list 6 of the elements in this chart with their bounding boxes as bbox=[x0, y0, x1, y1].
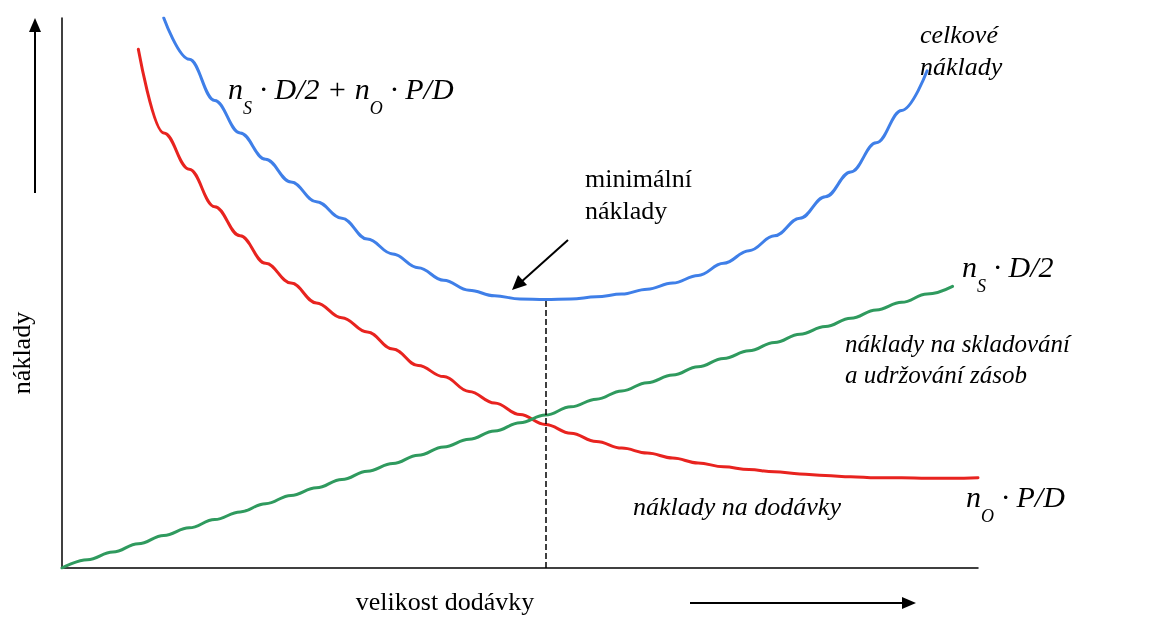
x-axis-title: velikost dodávky bbox=[355, 586, 535, 616]
annotation: celkové náklady bbox=[920, 19, 1003, 82]
annotation: minimální náklady bbox=[585, 163, 692, 226]
annotation: náklady na skladování a udržování zásob bbox=[845, 330, 1073, 389]
annotation: náklady na dodávky bbox=[633, 491, 842, 521]
y-axis-title: náklady bbox=[6, 311, 36, 395]
